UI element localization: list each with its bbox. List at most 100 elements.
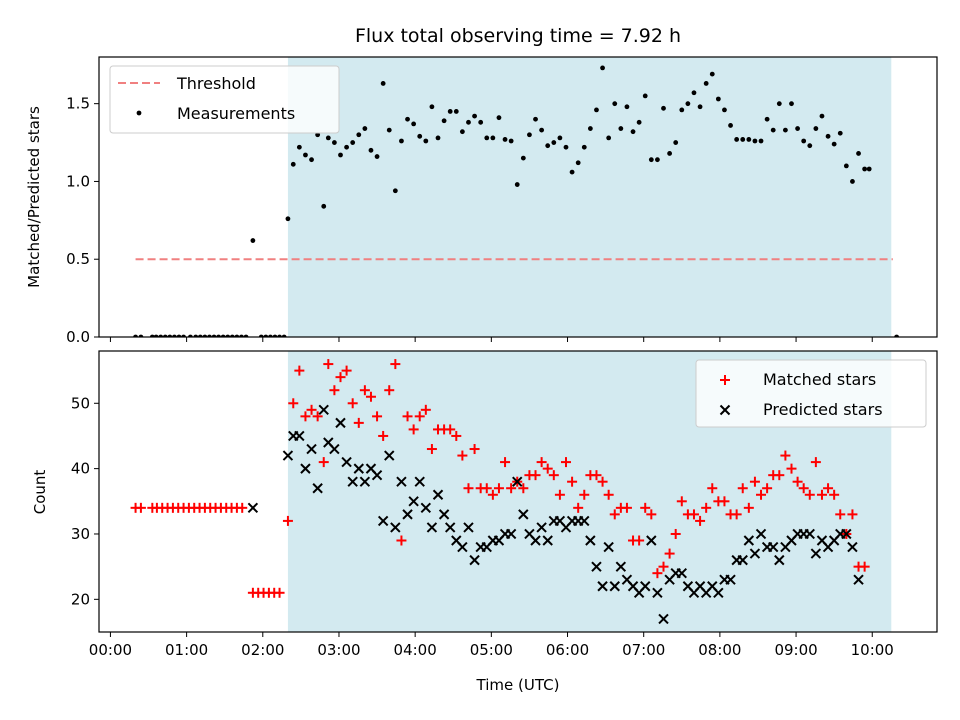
predicted-star-marker xyxy=(505,528,517,540)
matched-star-marker xyxy=(457,450,468,461)
measurement-point xyxy=(715,96,721,102)
matched-star-marker xyxy=(707,483,718,494)
predicted-star-marker xyxy=(536,522,547,533)
measurement-point xyxy=(770,127,776,133)
marker-stroke xyxy=(377,515,389,527)
marker-stroke xyxy=(743,535,755,546)
measurement-point xyxy=(612,101,618,107)
measurement-point xyxy=(466,119,471,125)
predicted-star-marker xyxy=(847,541,858,553)
top-axes-frame xyxy=(98,56,938,338)
predicted-star-marker xyxy=(414,476,425,487)
matched-star-marker xyxy=(396,535,407,546)
matched-star-marker xyxy=(536,457,547,468)
measurement-point xyxy=(594,107,599,113)
marker-stroke xyxy=(542,535,553,546)
legend-predicted-label: Predicted stars xyxy=(763,400,883,419)
matched-star-marker xyxy=(414,411,425,422)
matched-star-marker xyxy=(353,417,364,428)
measurement-point xyxy=(350,140,356,145)
predicted-star-marker xyxy=(615,561,627,572)
measurement-point xyxy=(655,157,660,163)
measurement-point xyxy=(508,138,514,144)
marker-stroke xyxy=(469,554,480,566)
measurement-point xyxy=(862,166,868,172)
measurement-point xyxy=(285,216,291,222)
predicted-star-marker xyxy=(312,483,323,494)
measurement-point xyxy=(563,144,569,150)
predicted-star-marker xyxy=(725,574,736,585)
matched-star-marker xyxy=(408,424,419,435)
matched-star-marker xyxy=(859,561,870,572)
matched-star-marker xyxy=(451,430,462,441)
predicted-star-marker xyxy=(512,476,523,487)
matched-star-marker xyxy=(237,502,248,513)
matched-star-marker xyxy=(288,398,299,409)
marker-stroke xyxy=(579,515,590,527)
measurement-point xyxy=(581,144,587,150)
marker-stroke xyxy=(658,613,669,625)
measurement-point xyxy=(520,155,526,161)
matched-star-marker xyxy=(762,483,773,494)
measurement-point xyxy=(429,104,435,110)
marker-stroke xyxy=(438,509,450,520)
measurement-point xyxy=(758,138,764,144)
measurement-point xyxy=(746,137,752,142)
marker-stroke xyxy=(371,469,383,481)
marker-stroke xyxy=(306,443,317,455)
marker-stroke xyxy=(737,554,748,566)
matched-star-marker xyxy=(481,483,492,494)
matched-star-marker xyxy=(640,502,651,513)
measurement-point xyxy=(807,143,813,149)
predicted-star-marker xyxy=(335,417,346,429)
measurement-point xyxy=(618,126,624,131)
marker-stroke xyxy=(247,502,259,514)
measurement-point xyxy=(642,93,648,99)
matched-star-marker xyxy=(463,483,474,494)
x-tick-label: 00:00 xyxy=(89,641,132,659)
bottom-y-tick-label: 50 xyxy=(71,394,90,412)
predicted-star-marker xyxy=(463,522,474,533)
matched-star-marker xyxy=(731,509,742,520)
predicted-star-marker xyxy=(300,463,311,474)
predicted-star-marker xyxy=(438,509,450,520)
predicted-star-marker xyxy=(597,581,608,592)
legend-measurements-label: Measurements xyxy=(177,104,295,123)
measurement-point xyxy=(819,113,825,119)
marker-stroke xyxy=(597,581,608,592)
x-tick-label: 10:00 xyxy=(851,641,894,659)
matched-star-marker xyxy=(701,502,712,513)
matched-star-marker xyxy=(384,385,395,396)
matched-star-marker xyxy=(306,404,317,415)
predicted-star-marker xyxy=(652,587,663,598)
bottom-panel: 20 30 40 50 00:00 01:00 02:00 03:00 04:00 05:00 06… xyxy=(71,350,938,659)
measurement-point xyxy=(250,238,256,243)
predicted-star-marker xyxy=(371,469,383,481)
x-tick-label: 01:00 xyxy=(165,641,208,659)
predicted-star-marker xyxy=(318,404,329,416)
predicted-star-marker xyxy=(390,522,401,533)
marker-stroke xyxy=(512,476,523,487)
measurement-point xyxy=(296,144,302,150)
marker-stroke xyxy=(524,528,535,540)
measurement-point xyxy=(514,182,520,187)
x-tick-label: 05:00 xyxy=(470,641,513,659)
predicted-star-marker xyxy=(247,502,259,514)
measurement-point xyxy=(423,138,429,144)
measurement-point xyxy=(411,121,417,127)
matched-star-marker xyxy=(294,365,305,376)
matched-star-marker xyxy=(469,444,480,455)
marker-stroke xyxy=(353,463,364,474)
measurement-point xyxy=(850,179,855,184)
measurement-point xyxy=(447,109,453,114)
predicted-star-marker xyxy=(402,509,413,520)
marker-stroke xyxy=(676,567,687,579)
x-axis-label: Time (UTC) xyxy=(476,676,560,694)
bottom-series-1 xyxy=(247,404,864,625)
matched-star-marker xyxy=(426,444,437,455)
matched-star-marker xyxy=(390,359,401,370)
top-y-tick-label: 0.0 xyxy=(66,328,90,346)
marker-stroke xyxy=(396,476,407,487)
marker-stroke xyxy=(853,574,864,585)
marker-stroke xyxy=(682,581,694,592)
